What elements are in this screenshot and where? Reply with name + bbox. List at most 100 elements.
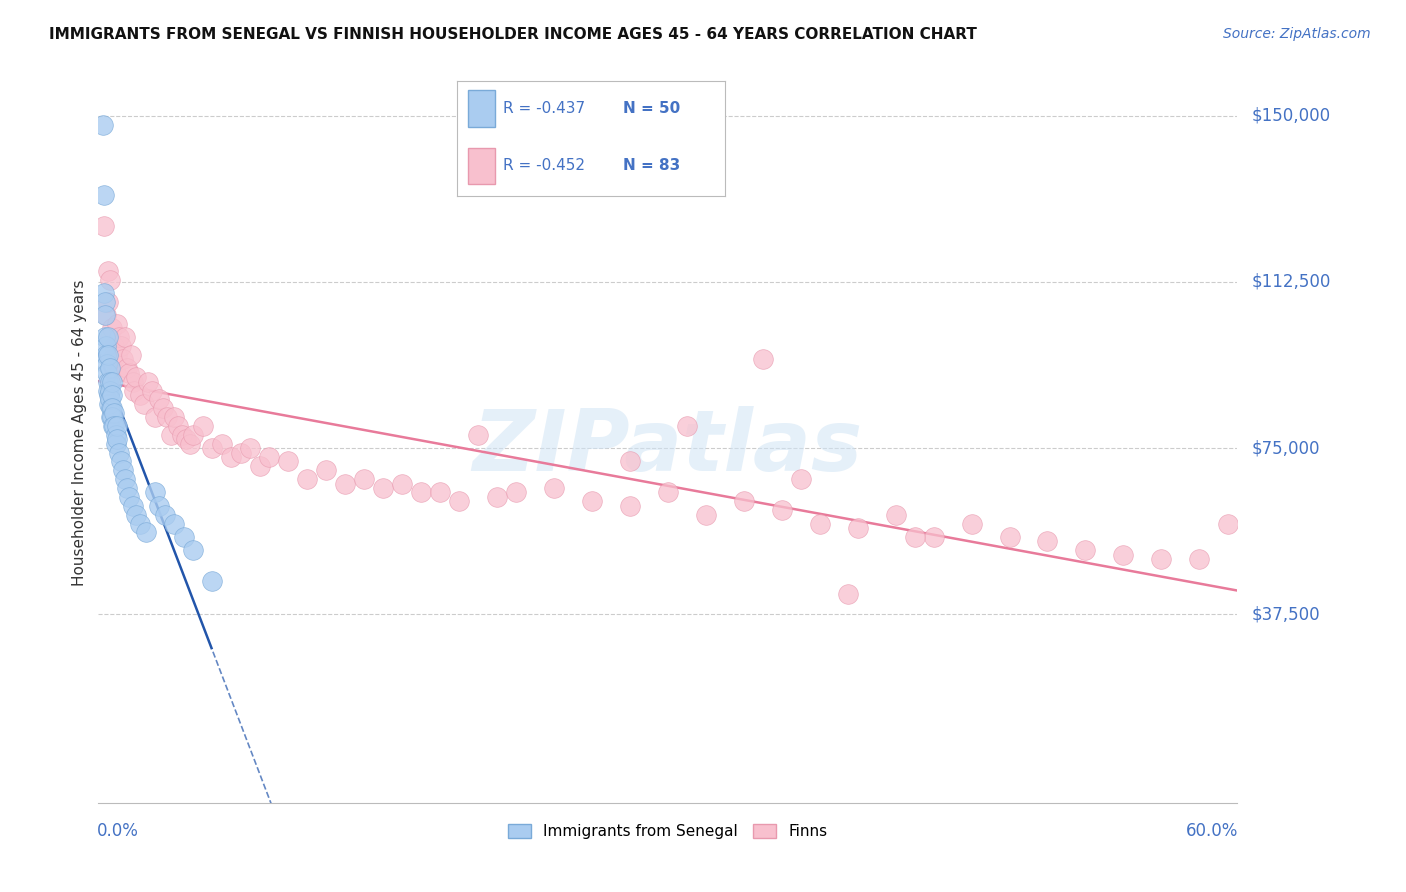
Point (335, 476, 357, 491)
Point (96, 357, 118, 371)
Point (121, 375, 143, 389)
Point (115, 361, 138, 376)
Point (101, 401, 124, 416)
Point (145, 485, 167, 500)
Point (167, 419, 190, 434)
Point (125, 370, 148, 384)
Point (97, 264, 120, 278)
Point (103, 339, 125, 353)
Point (108, 330, 131, 344)
Point (135, 525, 157, 540)
Point (132, 397, 155, 411)
Point (1112, 548, 1135, 562)
Point (98, 361, 121, 376)
Point (93, 285, 115, 300)
Point (904, 530, 927, 544)
Point (259, 450, 281, 464)
Point (239, 441, 262, 455)
Point (97, 397, 120, 411)
Point (114, 472, 136, 486)
Point (97, 375, 120, 389)
Point (98, 273, 121, 287)
Point (97, 384, 120, 398)
Point (97, 348, 120, 362)
Point (148, 499, 170, 513)
Point (107, 419, 129, 434)
Point (173, 530, 195, 544)
Point (467, 427, 489, 442)
Point (449, 494, 471, 508)
Point (1216, 516, 1239, 531)
Point (96, 348, 118, 362)
Point (94, 339, 117, 353)
Point (100, 401, 122, 416)
Point (145, 410, 167, 425)
Point (808, 516, 831, 531)
Point (163, 516, 186, 531)
Point (922, 530, 945, 544)
Point (148, 392, 170, 407)
Point (183, 427, 205, 442)
Point (1188, 552, 1211, 566)
Point (486, 490, 509, 504)
Point (108, 445, 131, 459)
Point (770, 503, 793, 517)
Point (100, 321, 122, 335)
Point (371, 481, 394, 495)
Text: $112,500: $112,500 (1251, 273, 1330, 291)
Text: ZIPatlas: ZIPatlas (472, 406, 863, 489)
Point (619, 454, 641, 468)
Text: $75,000: $75,000 (1251, 439, 1320, 457)
Text: 60.0%: 60.0% (1187, 822, 1239, 840)
Text: 0.0%: 0.0% (97, 822, 139, 840)
Point (110, 339, 132, 353)
Point (129, 388, 152, 402)
Point (297, 472, 319, 486)
Point (152, 401, 174, 416)
Point (163, 410, 186, 425)
Point (100, 352, 122, 367)
Point (619, 499, 641, 513)
Point (211, 436, 233, 450)
Point (107, 348, 129, 362)
Point (1074, 543, 1097, 558)
Point (100, 410, 122, 425)
Point (221, 450, 243, 464)
Point (505, 485, 527, 500)
Point (110, 454, 132, 468)
Text: IMMIGRANTS FROM SENEGAL VS FINNISH HOUSEHOLDER INCOME AGES 45 - 64 YEARS CORRELA: IMMIGRANTS FROM SENEGAL VS FINNISH HOUSE… (49, 27, 977, 42)
Point (124, 384, 146, 398)
Point (846, 521, 869, 535)
Point (201, 441, 224, 455)
Text: $37,500: $37,500 (1251, 606, 1320, 624)
Point (170, 427, 193, 442)
Point (837, 587, 859, 601)
Point (174, 432, 197, 446)
Point (156, 410, 179, 425)
Point (118, 490, 141, 504)
Point (353, 472, 375, 486)
Point (112, 352, 135, 367)
Point (129, 516, 152, 531)
Point (179, 436, 201, 450)
Point (429, 485, 451, 500)
Point (104, 436, 127, 450)
Point (581, 494, 603, 508)
Point (93, 294, 115, 309)
Point (733, 494, 755, 508)
Point (884, 508, 907, 522)
Point (277, 454, 299, 468)
Point (136, 375, 159, 389)
Point (104, 427, 127, 442)
Point (1036, 534, 1059, 549)
Point (752, 352, 775, 367)
Point (125, 508, 148, 522)
Point (391, 476, 413, 491)
Point (153, 508, 176, 522)
Point (100, 388, 122, 402)
Point (115, 481, 138, 495)
Point (100, 375, 122, 389)
Point (93, 188, 115, 202)
Point (103, 419, 125, 434)
Point (91, 118, 114, 132)
